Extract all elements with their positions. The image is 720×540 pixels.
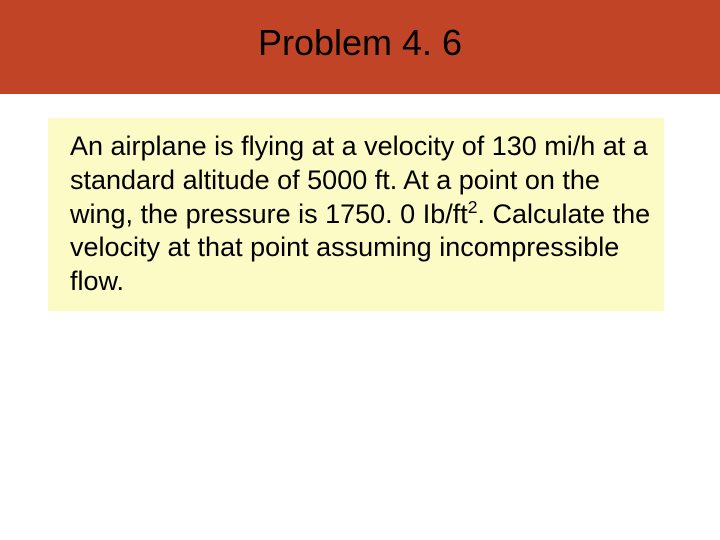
slide: Problem 4. 6 An airplane is flying at a … [0, 0, 720, 540]
problem-text: An airplane is flying at a velocity of 1… [70, 130, 652, 299]
problem-body-box: An airplane is flying at a velocity of 1… [48, 118, 664, 311]
title-bar: Problem 4. 6 [0, 0, 720, 94]
slide-title: Problem 4. 6 [0, 22, 720, 64]
